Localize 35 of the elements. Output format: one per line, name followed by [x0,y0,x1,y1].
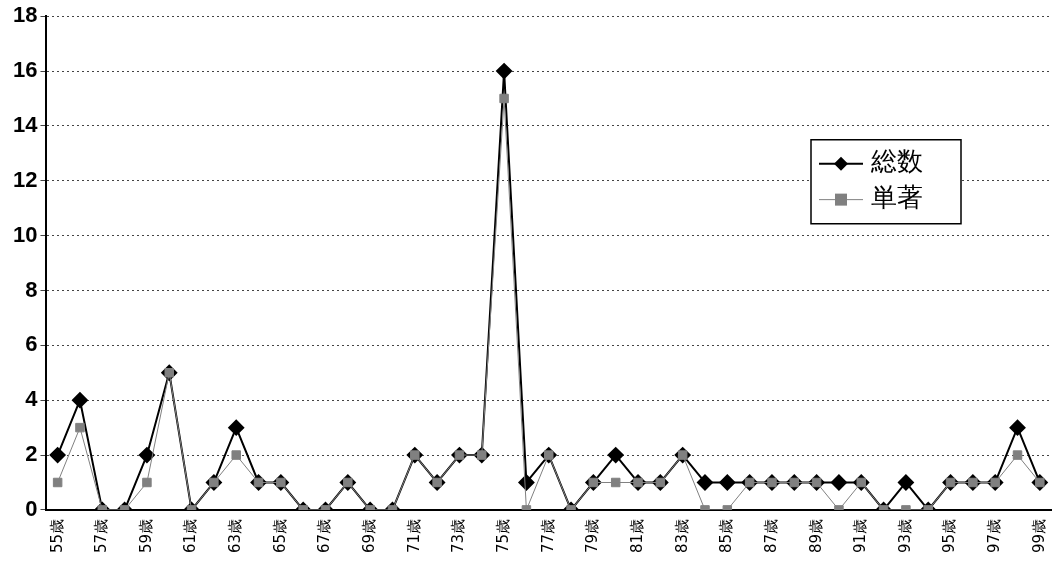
y-tick-label: 16 [12,57,38,83]
y-tick-label: 12 [12,166,38,192]
x-tick-label: 75歳 [493,518,512,554]
x-tick-label: 87歳 [761,518,780,554]
x-tick-label: 77歳 [538,518,557,554]
x-tick-label: 79歳 [583,518,602,554]
y-tick-label: 8 [25,276,38,302]
y-tick-label: 18 [12,2,38,28]
y-tick-label: 10 [12,221,38,247]
x-tick-label: 83歳 [672,518,691,554]
x-tick-label: 65歳 [270,518,289,554]
x-tick-label: 55歳 [47,518,66,554]
y-tick-label: 6 [25,331,38,357]
x-tick-label: 97歳 [985,518,1004,554]
x-tick-label: 67歳 [315,518,334,554]
x-tick-label: 89歳 [806,518,825,554]
x-tick-label: 95歳 [940,518,959,554]
legend-label: 単著 [871,182,923,213]
y-tick-label: 2 [25,441,38,467]
x-tick-label: 59歳 [136,518,155,554]
x-tick-label: 61歳 [181,518,200,554]
x-tick-label: 91歳 [851,518,870,554]
x-tick-label: 99歳 [1029,518,1048,554]
x-tick-label: 81歳 [627,518,646,554]
legend-label: 総数 [870,146,923,177]
x-tick-label: 93歳 [895,518,914,554]
x-tick-label: 85歳 [717,518,736,554]
x-tick-label: 69歳 [360,518,379,554]
y-tick-label: 4 [25,386,39,412]
y-tick-label: 14 [12,111,39,137]
x-tick-label: 71歳 [404,518,423,554]
x-tick-label: 57歳 [92,518,111,554]
x-tick-label: 63歳 [226,518,245,554]
y-tick-label: 0 [25,495,38,521]
x-tick-label: 73歳 [449,518,468,554]
